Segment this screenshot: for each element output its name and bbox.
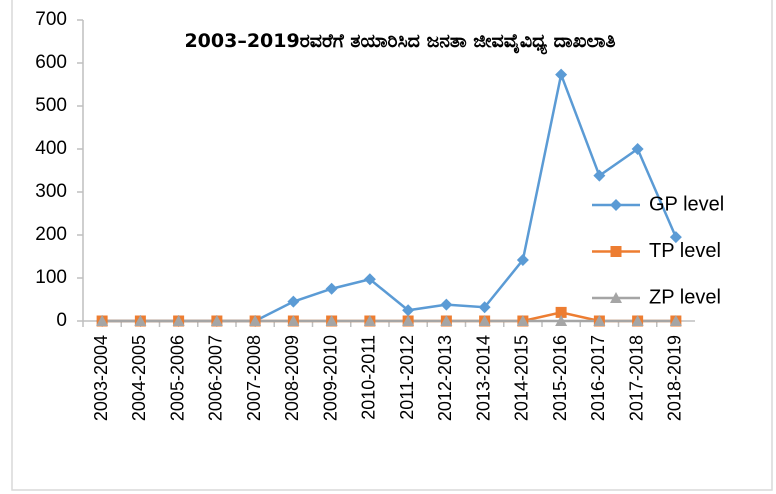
x-tick-label: 2017-2018 [626,335,646,421]
y-tick-label: 300 [35,181,67,202]
x-tick-label: 2010-2011 [359,335,379,420]
legend-label: GP level [649,193,724,215]
x-tick-label: 2005-2006 [167,335,187,421]
x-tick-label: 2016-2017 [588,335,608,421]
data-point [287,315,300,326]
data-point [402,304,415,317]
data-point [325,315,338,326]
x-tick-label: 2003-2004 [91,335,111,421]
series-line [102,70,678,323]
x-tick-label: 2004-2005 [129,335,149,421]
y-tick-label: 400 [35,138,67,159]
x-tick-label: 2008-2009 [282,335,302,421]
data-point [440,315,453,326]
data-point [593,315,606,326]
legend-label: ZP level [649,286,721,308]
data-point [440,298,453,311]
y-tick-label: 700 [35,9,67,30]
data-point [363,315,376,326]
chart-title: 2003–2019ರವರೆಗೆ ತಯಾರಿಸಿದ ಜನತಾ ಜೀವವೈವಿಧ್ಯ… [184,30,616,52]
chart-border [11,0,773,491]
data-point [287,295,300,308]
legend-label: TP level [649,240,721,262]
legend-item: GP level [592,193,724,215]
data-point [210,315,223,326]
x-tick-label: 2012-2013 [435,335,455,421]
y-tick-label: 100 [35,267,67,288]
legend-marker [610,246,622,257]
data-point [172,315,185,326]
y-tick-label: 200 [35,224,67,245]
data-point [555,306,567,318]
legend-marker [610,199,622,211]
data-point [249,315,262,326]
legend-item: TP level [592,240,721,262]
data-point [134,315,147,326]
data-point [325,282,338,295]
x-tick-label: 2007-2008 [244,335,264,421]
series-line [102,311,676,323]
x-tick-label: 2015-2016 [550,335,570,421]
data-point [478,315,491,326]
x-tick-label: 2009-2010 [320,335,340,421]
x-tick-label: 2011-2012 [397,335,417,420]
legend-marker [610,292,622,303]
y-tick-label: 500 [35,95,67,116]
x-tick-label: 2018-2019 [665,335,685,421]
data-point [96,315,109,326]
data-point [516,315,529,326]
data-point [402,315,415,326]
data-point [363,273,376,286]
data-point [555,68,568,81]
y-tick-label: 0 [56,310,67,331]
data-point [516,253,529,266]
data-point [669,231,682,244]
x-tick-label: 2014-2015 [512,335,532,421]
data-point [593,169,606,182]
data-point [478,301,491,314]
x-tick-label: 2006-2007 [206,335,226,421]
data-point [555,315,568,326]
x-tick-label: 2013-2014 [473,335,493,421]
legend-item: ZP level [592,286,721,308]
data-point [669,315,682,326]
y-tick-label: 600 [35,52,67,73]
data-point [631,315,644,326]
data-point [631,143,644,155]
